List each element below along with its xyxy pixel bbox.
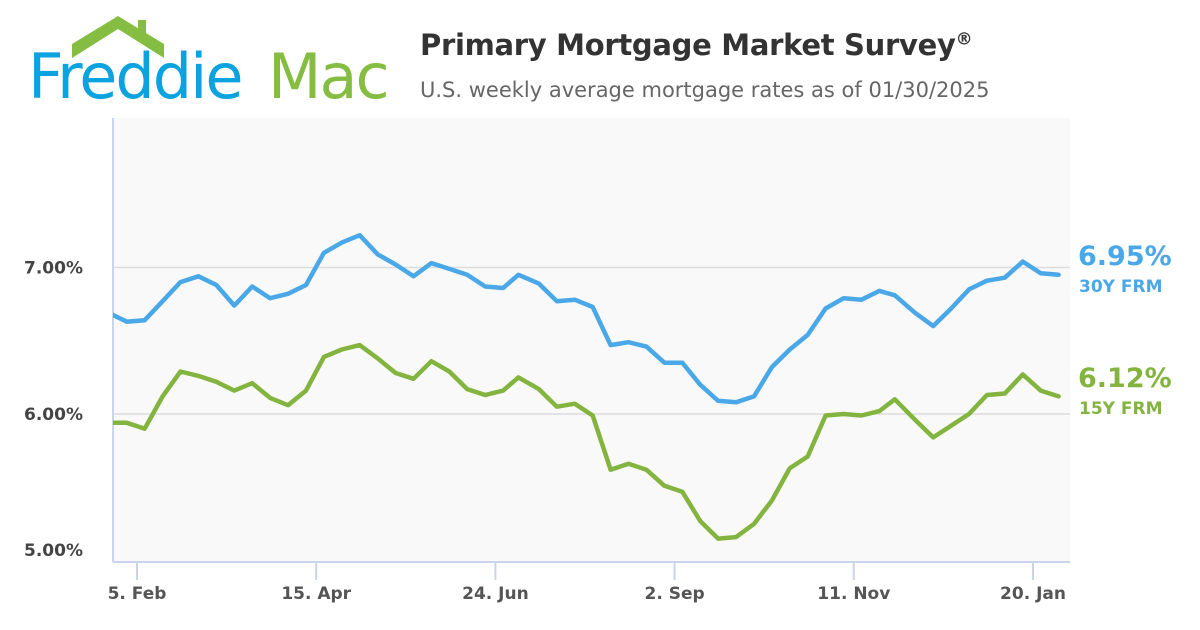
svg-text:Freddie: Freddie — [28, 40, 242, 113]
house-roof-icon — [72, 16, 164, 58]
x-tick-label: 2. Sep — [645, 584, 705, 604]
last-value-label: 6.95% — [1078, 241, 1172, 272]
chart-title: Primary Mortgage Market Survey® — [420, 28, 973, 62]
x-tick-label: 5. Feb — [108, 584, 167, 604]
freddie-mac-logo: Freddie Mac — [28, 16, 390, 113]
chart-subtitle: U.S. weekly average mortgage rates as of… — [420, 78, 990, 102]
x-tick-label: 20. Jan — [1000, 584, 1066, 604]
series-line-15y-frm — [113, 342, 1061, 541]
last-value-label: 6.12% — [1078, 363, 1172, 394]
y-tick-label: 5.00% — [24, 541, 83, 561]
plot-area — [113, 118, 1070, 562]
series-name-label: 30Y FRM — [1079, 277, 1163, 297]
x-tick-label: 24. Jun — [462, 584, 529, 604]
series-name-label: 15Y FRM — [1079, 399, 1163, 419]
svg-text:Mac: Mac — [268, 40, 388, 113]
series-line-30y-frm — [113, 232, 1061, 405]
y-tick-label: 7.00% — [24, 258, 83, 278]
x-tick-label: 11. Nov — [817, 584, 890, 604]
x-tick-label: 15. Apr — [281, 584, 351, 604]
y-tick-label: 6.00% — [24, 405, 83, 425]
